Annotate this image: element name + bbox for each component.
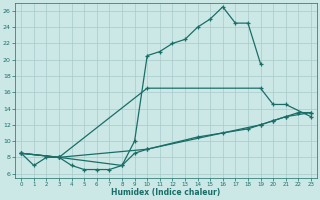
X-axis label: Humidex (Indice chaleur): Humidex (Indice chaleur) — [111, 188, 221, 197]
